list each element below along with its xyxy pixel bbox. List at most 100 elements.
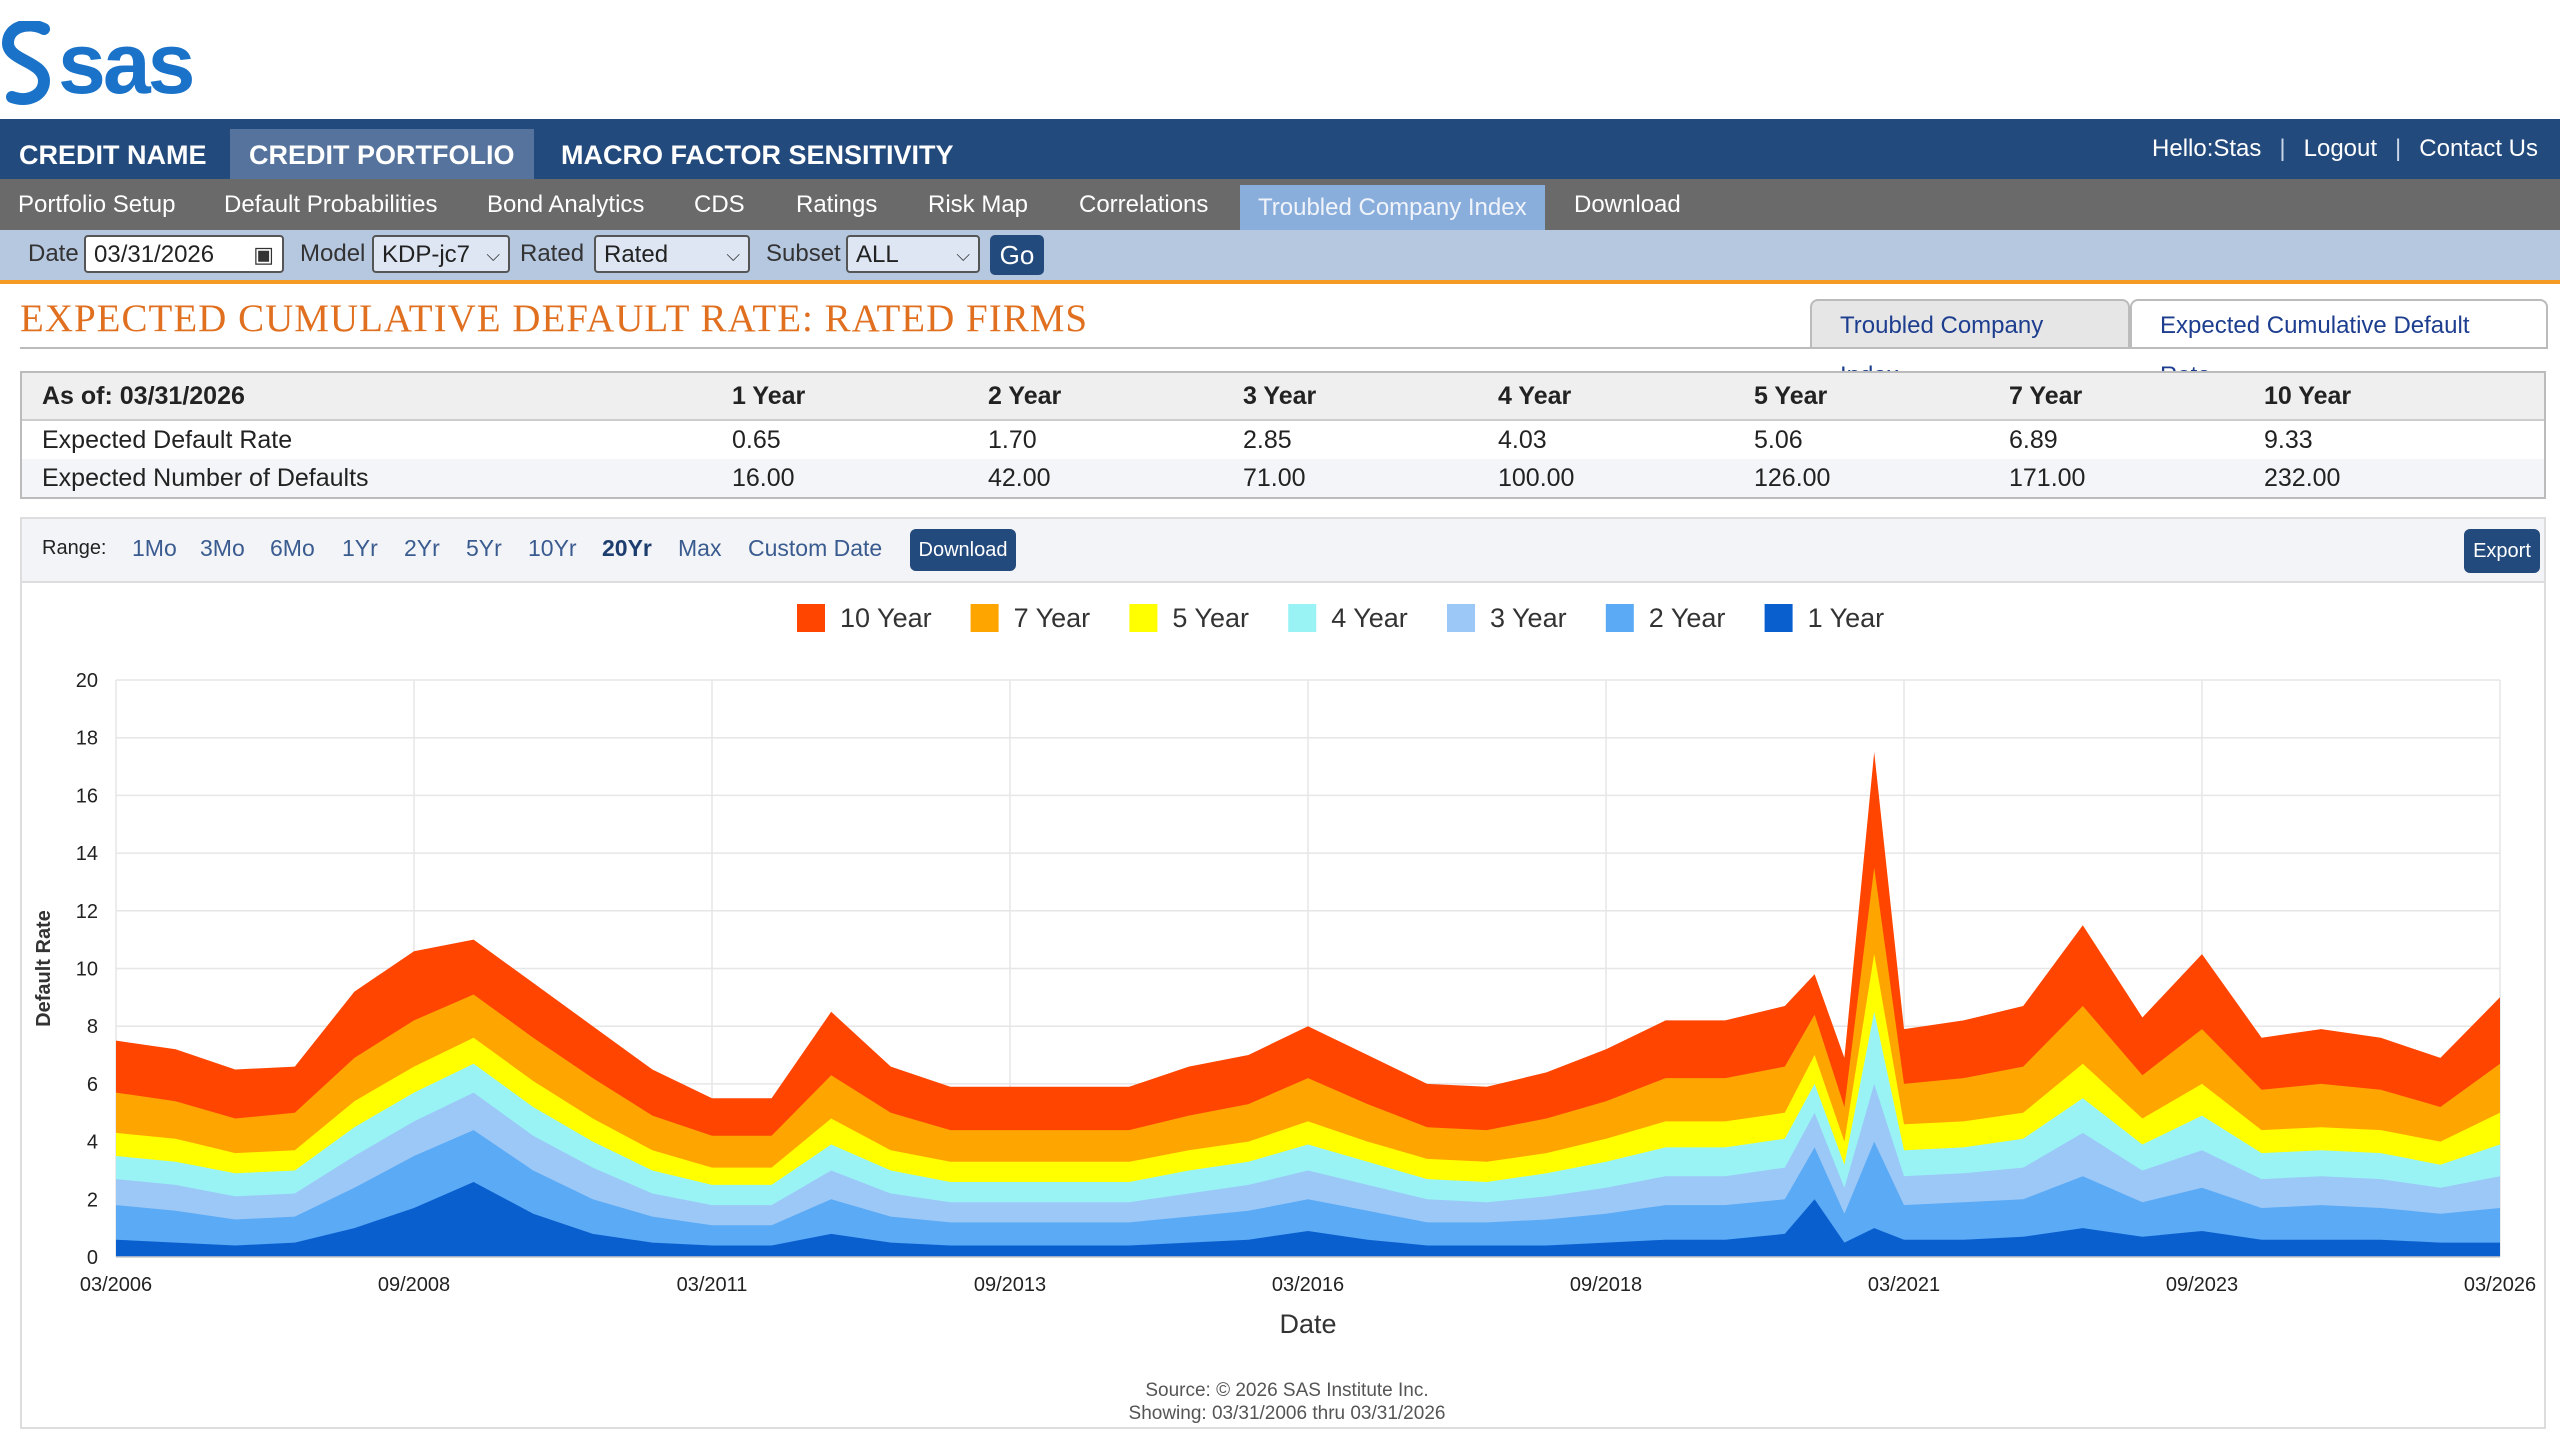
table-row: Expected Number of Defaults 16.00 42.00 … [22,459,2544,497]
table-cell: 1.70 [988,426,1037,454]
tab-credit-name[interactable]: CREDIT NAME [19,140,207,170]
range-10yr[interactable]: 10Yr [528,535,577,561]
x-tick-label: 03/2021 [1868,1274,1940,1296]
filter-bar: Date 03/31/2026 ▣ Model KDP-jc7 ⌵ Rated … [0,230,2560,284]
x-tick-label: 03/2011 [677,1274,748,1296]
legend-swatch [797,604,825,632]
subnav-download[interactable]: Download [1574,191,1681,218]
tab-expected-cumulative-default-rate[interactable]: Expected Cumulative Default Rate [2130,299,2548,389]
table-cell: 71.00 [1243,464,1306,492]
table-header-cell: 1 Year [732,382,806,410]
area-series-2-year [116,1130,2500,1257]
table-cell: Expected Default Rate [42,426,293,454]
table-cell: 0.65 [732,426,781,454]
logout-link[interactable]: Logout [2303,135,2378,162]
rated-select[interactable]: Rated ⌵ [594,235,750,273]
y-tick-label: 18 [76,728,98,750]
separator: | [2395,135,2402,162]
y-tick-label: 14 [76,843,98,865]
range-1mo[interactable]: 1Mo [132,535,177,561]
download-button[interactable]: Download [910,529,1016,571]
table-header-row: As of: 03/31/2026 1 Year 2 Year 3 Year 4… [22,373,2544,421]
table-header-cell: 3 Year [1243,382,1317,410]
y-tick-label: 0 [87,1247,98,1269]
table-cell: 9.33 [2264,426,2313,454]
subnav-portfolio-setup[interactable]: Portfolio Setup [18,191,176,218]
range-2yr[interactable]: 2Yr [404,535,440,561]
area-series-1-year [116,1182,2500,1257]
range-custom-date[interactable]: Custom Date [748,535,883,561]
table-cell: 6.89 [2009,426,2058,454]
subset-label: Subset [766,240,841,267]
range-1yr[interactable]: 1Yr [342,535,378,561]
x-tick-label: 09/2023 [2166,1274,2238,1296]
legend-label: 4 Year [1331,603,1408,633]
logo-wordmark: sas [58,16,195,112]
model-select[interactable]: KDP-jc7 ⌵ [372,235,510,273]
legend-label: 10 Year [840,603,932,633]
legend-swatch [970,604,999,632]
x-tick-label: 03/2016 [1272,1274,1344,1296]
export-button[interactable]: Export [2464,529,2540,573]
greeting: Hello:Stas [2152,135,2262,162]
tab-credit-portfolio[interactable]: CREDIT PORTFOLIO [230,129,534,179]
date-range-note: Showing: 03/31/2006 thru 03/31/2026 [1129,1403,1446,1424]
date-label: Date [28,240,79,267]
y-tick-label: 10 [76,959,98,981]
table-header-cell: 5 Year [1754,382,1828,410]
legend-swatch [1288,604,1317,632]
default-rate-chart: 0 2 4 6 8 10 12 14 16 18 20 03/2006 09/2008 03/2011 09… [33,603,2536,1424]
table-cell: 171.00 [2009,464,2086,492]
subset-value: ALL [856,241,899,268]
range-3mo[interactable]: 3Mo [200,535,245,561]
chart-panel: Range: 1Mo 3Mo 6Mo 1Yr 2Yr 5Yr 10Yr 20Yr… [20,517,2546,1429]
range-6mo[interactable]: 6Mo [270,535,315,561]
model-label: Model [300,240,366,267]
tab-macro-factor-sensitivity[interactable]: MACRO FACTOR SENSITIVITY [561,140,954,170]
tab-troubled-company-index[interactable]: Troubled Company Index [1810,299,2130,389]
range-max[interactable]: Max [678,535,722,561]
x-tick-label: 09/2018 [1570,1274,1642,1296]
x-tick-label: 09/2008 [378,1274,450,1296]
table-header-cell: 10 Year [2264,382,2352,410]
table-cell: 16.00 [732,464,795,492]
range-label: Range: [42,537,107,559]
calendar-icon[interactable]: ▣ [253,242,274,267]
subnav-troubled-company-index[interactable]: Troubled Company Index [1240,185,1545,230]
rated-label: Rated [520,240,585,267]
table-cell: 2.85 [1243,426,1292,454]
x-tick-label: 03/2006 [80,1274,152,1296]
y-tick-label: 6 [87,1074,98,1096]
table-cell: 126.00 [1754,464,1831,492]
y-tick-label: 20 [76,670,98,692]
legend-label: 1 Year [1808,603,1885,633]
table-row: Expected Default Rate 0.65 1.70 2.85 4.0… [22,421,2544,459]
page-title: EXPECTED CUMULATIVE DEFAULT RATE: RATED … [20,297,1089,340]
legend-label: 7 Year [1014,603,1091,633]
contact-us-link[interactable]: Contact Us [2419,135,2538,162]
subnav-bond-analytics[interactable]: Bond Analytics [487,191,645,218]
date-input[interactable]: 03/31/2026 ▣ [84,235,284,273]
subnav-cds[interactable]: CDS [694,191,745,218]
legend-swatch [1605,604,1634,632]
x-tick-label: 09/2013 [974,1274,1046,1296]
go-button[interactable]: Go [990,235,1044,275]
table-header-cell: 2 Year [988,382,1062,410]
table-header-cell: 7 Year [2009,382,2083,410]
range-20yr[interactable]: 20Yr [602,535,652,561]
table-cell: 232.00 [2264,464,2341,492]
subnav-default-probabilities[interactable]: Default Probabilities [224,191,438,218]
legend-label: 5 Year [1172,603,1249,633]
subnav-ratings[interactable]: Ratings [796,191,878,218]
user-links: Hello:Stas | Logout | Contact Us [2142,119,2548,179]
range-5yr[interactable]: 5Yr [466,535,502,561]
subnav-correlations[interactable]: Correlations [1079,191,1209,218]
table-cell: 42.00 [988,464,1051,492]
subset-select[interactable]: ALL ⌵ [846,235,980,273]
x-tick-label: 03/2026 [2464,1274,2536,1296]
top-navigation: CREDIT NAME CREDIT PORTFOLIO MACRO FACTO… [0,119,2560,179]
y-tick-label: 16 [76,785,98,807]
sas-logo: sas [0,14,195,114]
subnav-risk-map[interactable]: Risk Map [928,191,1029,218]
y-tick-label: 12 [76,901,98,923]
